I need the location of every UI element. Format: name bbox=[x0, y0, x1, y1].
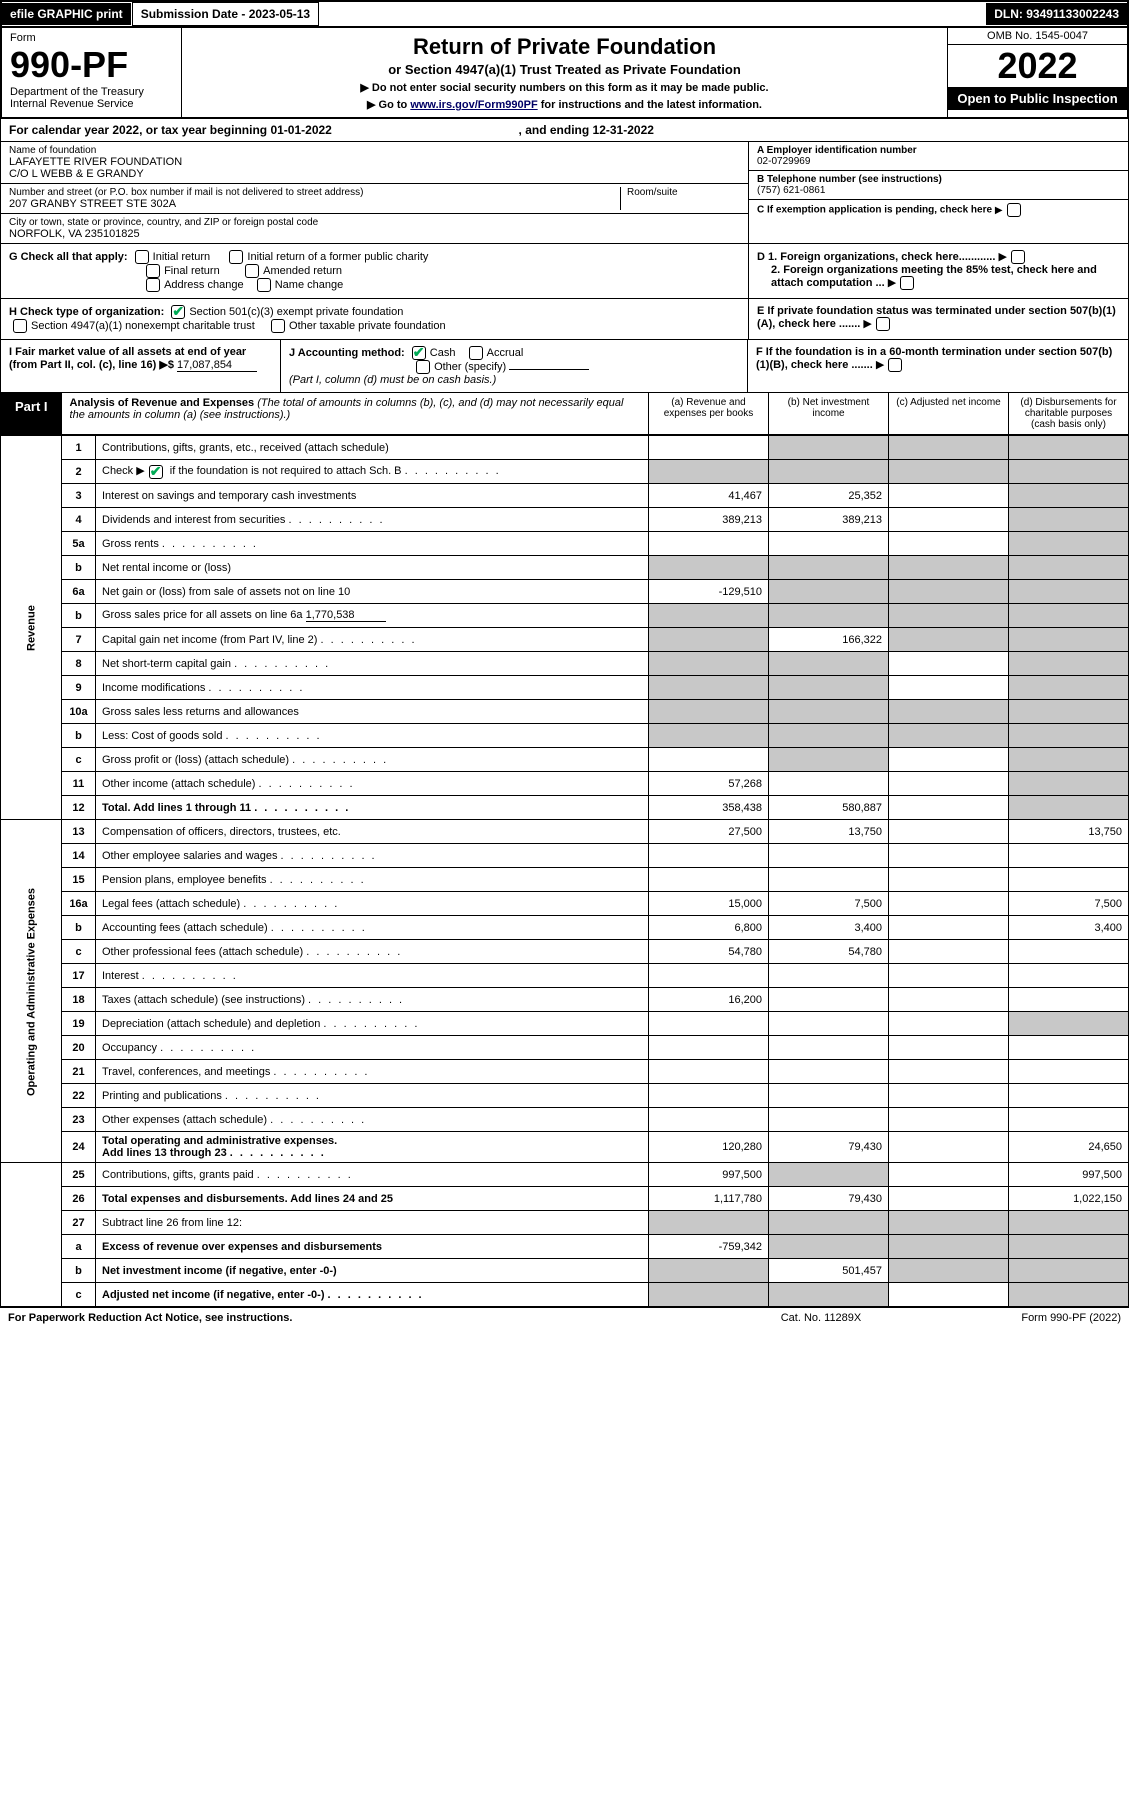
omb-number: OMB No. 1545-0047 bbox=[948, 28, 1127, 45]
form-label: Form bbox=[10, 32, 173, 44]
foundation-name-1: LAFAYETTE RIVER FOUNDATION bbox=[9, 156, 740, 168]
d1-label: D 1. Foreign organizations, check here..… bbox=[757, 251, 995, 263]
col-a-header: (a) Revenue and expenses per books bbox=[648, 393, 768, 434]
amended-return-checkbox[interactable] bbox=[245, 264, 259, 278]
h-label: H Check type of organization: bbox=[9, 306, 164, 318]
part1-header: Part I Analysis of Revenue and Expenses … bbox=[0, 393, 1129, 435]
d2-checkbox[interactable] bbox=[900, 276, 914, 290]
phone-label: B Telephone number (see instructions) bbox=[757, 174, 1120, 185]
irs: Internal Revenue Service bbox=[10, 98, 173, 110]
part1-table: Revenue 1Contributions, gifts, grants, e… bbox=[0, 435, 1129, 1307]
schb-checkbox[interactable] bbox=[149, 465, 163, 479]
phone-value: (757) 621-0861 bbox=[757, 185, 1120, 196]
col-c-header: (c) Adjusted net income bbox=[888, 393, 1008, 434]
other-method-checkbox[interactable] bbox=[416, 360, 430, 374]
f-checkbox[interactable] bbox=[888, 358, 902, 372]
calendar-year-row: For calendar year 2022, or tax year begi… bbox=[0, 119, 1129, 142]
g-label: G Check all that apply: bbox=[9, 251, 128, 263]
footer-center: Cat. No. 11289X bbox=[721, 1312, 921, 1324]
open-to-public: Open to Public Inspection bbox=[948, 87, 1127, 110]
name-label: Name of foundation bbox=[9, 145, 740, 156]
addr-label: Number and street (or P.O. box number if… bbox=[9, 187, 620, 198]
j-note: (Part I, column (d) must be on cash basi… bbox=[289, 374, 496, 386]
c-checkbox[interactable] bbox=[1007, 203, 1021, 217]
4947-checkbox[interactable] bbox=[13, 319, 27, 333]
efile-print-button[interactable]: efile GRAPHIC print bbox=[2, 3, 132, 25]
final-return-checkbox[interactable] bbox=[146, 264, 160, 278]
cash-checkbox[interactable] bbox=[412, 346, 426, 360]
footer-right: Form 990-PF (2022) bbox=[921, 1312, 1121, 1324]
form-subtitle: or Section 4947(a)(1) Trust Treated as P… bbox=[194, 62, 935, 77]
fmv-value: 17,087,854 bbox=[177, 359, 257, 372]
city-state-zip: NORFOLK, VA 235101825 bbox=[9, 228, 740, 240]
col-b-header: (b) Net investment income bbox=[768, 393, 888, 434]
revenue-side-label: Revenue bbox=[1, 436, 62, 820]
dln: DLN: 93491133002243 bbox=[986, 3, 1127, 25]
instr-2: ▶ Go to www.irs.gov/Form990PF for instru… bbox=[194, 98, 935, 111]
instructions-link[interactable]: www.irs.gov/Form990PF bbox=[410, 99, 537, 111]
j-label: J Accounting method: bbox=[289, 347, 405, 359]
address-change-checkbox[interactable] bbox=[146, 278, 160, 292]
city-label: City or town, state or province, country… bbox=[9, 217, 740, 228]
page-footer: For Paperwork Reduction Act Notice, see … bbox=[0, 1307, 1129, 1328]
expenses-side-label: Operating and Administrative Expenses bbox=[1, 820, 62, 1163]
d1-checkbox[interactable] bbox=[1011, 250, 1025, 264]
initial-return-checkbox[interactable] bbox=[135, 250, 149, 264]
initial-former-checkbox[interactable] bbox=[229, 250, 243, 264]
form-number: 990-PF bbox=[10, 44, 173, 86]
foundation-name-2: C/O L WEBB & E GRANDY bbox=[9, 168, 740, 180]
ijf-row: I Fair market value of all assets at end… bbox=[0, 340, 1129, 393]
part1-title: Analysis of Revenue and Expenses bbox=[70, 397, 255, 409]
street-address: 207 GRANBY STREET STE 302A bbox=[9, 198, 620, 210]
c-label: C If exemption application is pending, c… bbox=[757, 205, 992, 216]
name-change-checkbox[interactable] bbox=[257, 278, 271, 292]
col-d-header: (d) Disbursements for charitable purpose… bbox=[1008, 393, 1128, 434]
other-taxable-checkbox[interactable] bbox=[271, 319, 285, 333]
e-label: E If private foundation status was termi… bbox=[757, 305, 1116, 330]
submission-date: Submission Date - 2023-05-13 bbox=[132, 2, 319, 26]
part1-tab: Part I bbox=[1, 393, 62, 434]
room-label: Room/suite bbox=[627, 187, 740, 198]
form-header: Form 990-PF Department of the Treasury I… bbox=[0, 28, 1129, 119]
footer-left: For Paperwork Reduction Act Notice, see … bbox=[8, 1312, 721, 1324]
g-row: G Check all that apply: Initial return I… bbox=[0, 244, 1129, 299]
ein-value: 02-0729969 bbox=[757, 156, 1120, 167]
dept: Department of the Treasury bbox=[10, 86, 173, 98]
top-bar: efile GRAPHIC print Submission Date - 20… bbox=[0, 0, 1129, 28]
f-label: F If the foundation is in a 60-month ter… bbox=[756, 346, 1112, 371]
ein-label: A Employer identification number bbox=[757, 145, 1120, 156]
accrual-checkbox[interactable] bbox=[469, 346, 483, 360]
d2-label: 2. Foreign organizations meeting the 85%… bbox=[771, 264, 1097, 289]
e-checkbox[interactable] bbox=[876, 317, 890, 331]
instr-1: ▶ Do not enter social security numbers o… bbox=[194, 81, 935, 94]
tax-year: 2022 bbox=[948, 45, 1127, 87]
identity-block: Name of foundation LAFAYETTE RIVER FOUND… bbox=[0, 142, 1129, 244]
form-title: Return of Private Foundation bbox=[194, 34, 935, 60]
h-row: H Check type of organization: Section 50… bbox=[0, 299, 1129, 340]
501c3-checkbox[interactable] bbox=[171, 305, 185, 319]
